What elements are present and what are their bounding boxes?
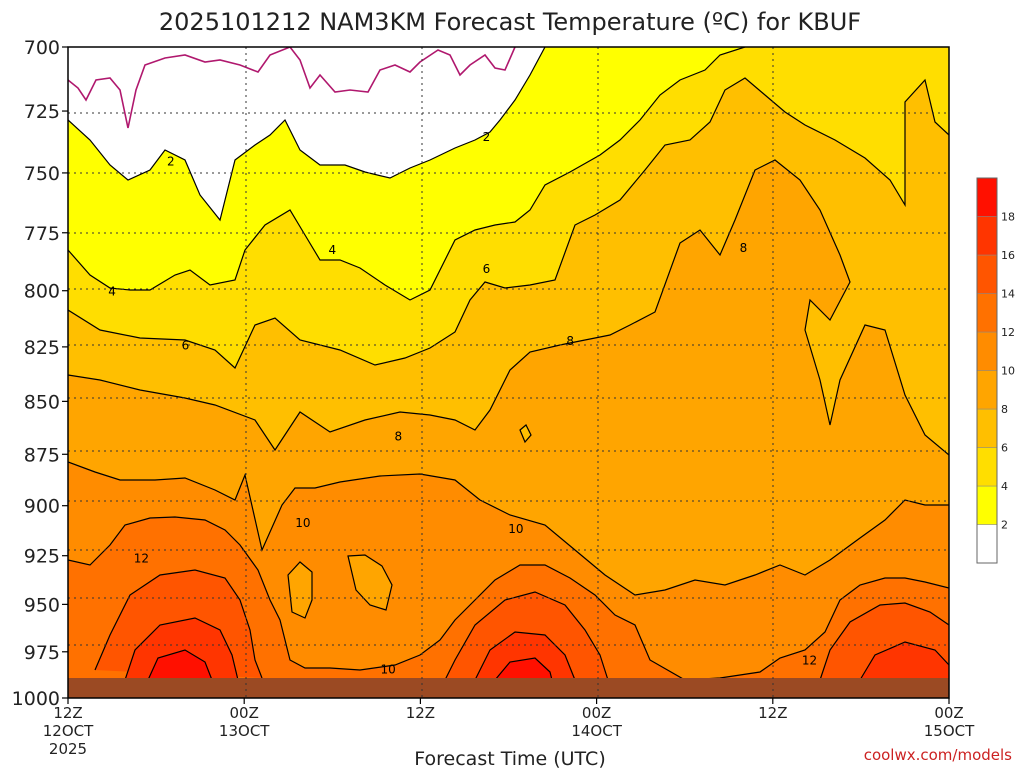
isotherm-4: [68, 47, 746, 301]
colorbar-tick-label: 8: [1001, 403, 1008, 416]
colorbar-swatch: [976, 254, 998, 294]
x-tick-date: 13OCT: [219, 722, 270, 740]
x-tick-label: 00Z: [934, 704, 963, 722]
isotherm-8: [68, 159, 949, 456]
colorbar-tick-label: 10: [1001, 365, 1015, 378]
y-tick-label: 875: [24, 444, 60, 466]
colorbar-swatch: [976, 331, 998, 371]
x-tick-label: 00Z: [230, 704, 259, 722]
contour-label: 6: [182, 339, 190, 353]
colorbar-frame: [976, 177, 998, 564]
colorbar-tick-label: 2: [1001, 519, 1008, 532]
ground-surface: [68, 678, 949, 698]
colorbar-swatch: [976, 370, 998, 410]
x-tick-year: 2025: [49, 740, 87, 758]
x-tick-label: 12Z: [758, 704, 787, 722]
contour-label: 10: [380, 663, 395, 677]
isotherm-10-blob: [347, 554, 393, 611]
y-tick-label: 900: [24, 496, 60, 518]
y-tick-label: 775: [24, 223, 60, 245]
isotherm-18b: [494, 657, 553, 681]
contour-label: 12: [134, 552, 149, 566]
field-band-14-16: [95, 570, 949, 680]
colorbar-tick-label: 4: [1001, 480, 1008, 493]
y-tick-label: 800: [24, 281, 60, 303]
isotherm-14c: [819, 602, 949, 681]
isotherm-6: [68, 77, 949, 369]
isotherm-16b: [474, 631, 576, 681]
x-tick-date: 14OCT: [571, 722, 622, 740]
x-tick-date: 15OCT: [924, 722, 975, 740]
x-tick-label: 12Z: [406, 704, 435, 722]
colorbar-swatch: [976, 524, 998, 564]
y-tick-label: 950: [24, 594, 60, 616]
y-tick-label: 750: [24, 163, 60, 185]
x-tick-date: 12OCT: [43, 722, 94, 740]
colorbar-tick-label: 18: [1001, 211, 1015, 224]
field-band-16-18: [125, 618, 949, 680]
colorbar-swatch: [976, 447, 998, 487]
colorbar-swatch: [976, 408, 998, 448]
isotherm-12: [68, 516, 949, 681]
grid-lines: [68, 47, 949, 698]
chart-title: 2025101212 NAM3KM Forecast Temperature (…: [159, 8, 861, 36]
isotherm-zero-line: [68, 47, 516, 129]
contour-label: 8: [395, 429, 403, 443]
contour-label: 2: [483, 130, 491, 144]
contour-label: 10: [295, 516, 310, 530]
contour-label: 6: [483, 262, 491, 276]
x-tick-label: 00Z: [582, 704, 611, 722]
colorbar: 2 4 6 8 10 12 14 16 18: [976, 177, 1015, 564]
colorbar-tick-label: 16: [1001, 249, 1015, 262]
contour-label: 12: [802, 653, 817, 667]
y-tick-label: 700: [24, 37, 60, 59]
plot-frame: [67, 46, 950, 699]
y-tick-label: 850: [24, 391, 60, 413]
y-tick-label: 925: [24, 546, 60, 568]
colorbar-tick-label: 12: [1001, 326, 1015, 339]
y-tick-label: 1000: [12, 688, 60, 710]
colorbar-swatch: [976, 485, 998, 525]
isotherm-10: [68, 461, 949, 596]
contour-label: 10: [508, 522, 523, 536]
field-band-ge18: [148, 650, 552, 680]
colorbar-swatch: [976, 177, 998, 217]
isotherm-14a: [94, 569, 263, 679]
y-tick-label: 725: [24, 101, 60, 123]
contour-label: 8: [740, 241, 748, 255]
contour-label: 2: [167, 155, 175, 169]
isotherm-10-blob: [287, 561, 313, 619]
y-tick-label: 825: [24, 337, 60, 359]
contour-label: 4: [328, 243, 336, 257]
contour-label: 8: [566, 334, 574, 348]
plot-area: [68, 47, 949, 698]
colorbar-swatch: [976, 293, 998, 333]
x-axis-label: Forecast Time (UTC): [414, 748, 605, 768]
contour-label-layer: 2 2 4 4 6 6 8 8 8 10 10 10 12 12: [108, 130, 817, 677]
contour-label: 4: [108, 285, 116, 299]
isotherm-lines: [68, 47, 949, 681]
x-tick-label: 12Z: [53, 704, 82, 722]
isotherm-14b: [444, 591, 609, 681]
colorbar-tick-label: 6: [1001, 442, 1008, 455]
isotherm-8-blob: [519, 424, 532, 444]
isotherm-16a: [124, 617, 239, 681]
isotherm-18a: [147, 649, 213, 681]
isotherm-16c: [859, 641, 949, 681]
isotherm-2: [68, 47, 546, 222]
colorbar-tick-label: 14: [1001, 288, 1015, 301]
credit-text: coolwx.com/models: [864, 746, 1012, 764]
colorbar-swatch: [976, 216, 998, 256]
y-axis: 700 725 750 775 800 825 850 875 900 925 950 975 1000: [12, 37, 68, 710]
y-tick-label: 975: [24, 642, 60, 664]
